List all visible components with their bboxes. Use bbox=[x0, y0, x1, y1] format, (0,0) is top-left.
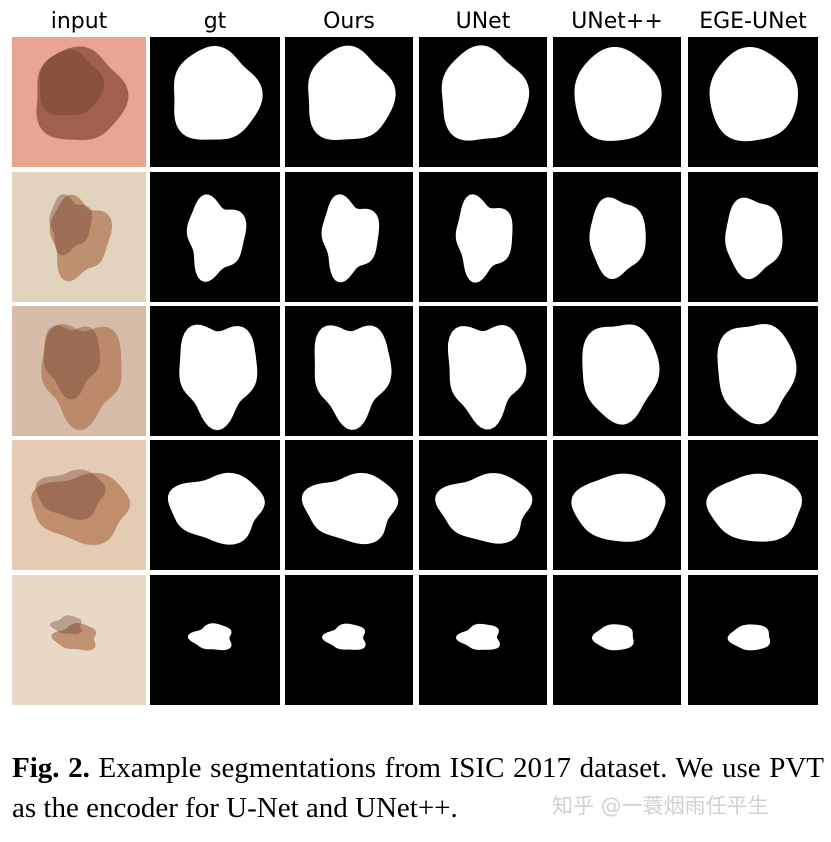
mask-blob bbox=[717, 324, 797, 425]
lesion bbox=[51, 623, 97, 651]
mask-blob bbox=[456, 623, 500, 650]
lesion-core bbox=[35, 469, 106, 520]
lesion bbox=[49, 194, 112, 282]
mask-blob bbox=[435, 473, 533, 544]
column-header: gt bbox=[204, 9, 227, 34]
mask-blob bbox=[574, 47, 662, 141]
lesion-core bbox=[40, 49, 105, 116]
lesion-core bbox=[49, 194, 93, 256]
mask-blob bbox=[709, 47, 798, 142]
mask-blob bbox=[582, 324, 660, 425]
figure-grid: input gt Ours UNet UNet++ EGE-UNet bbox=[12, 9, 818, 705]
mask-blob bbox=[187, 623, 232, 651]
lesion-core bbox=[43, 325, 101, 400]
lesion bbox=[31, 472, 131, 546]
mask-blob bbox=[589, 197, 646, 279]
caption-text: Example segmentations from ISIC 2017 dat… bbox=[12, 752, 825, 824]
mask-blob bbox=[322, 623, 366, 650]
mask-blob bbox=[706, 473, 802, 542]
column-header: input bbox=[51, 9, 108, 34]
mask-blob bbox=[314, 325, 392, 430]
column-header: UNet++ bbox=[571, 9, 663, 34]
lesion-core bbox=[50, 615, 82, 635]
mask-blob bbox=[571, 473, 666, 542]
mask-blob bbox=[725, 197, 783, 280]
mask-blob bbox=[447, 325, 527, 430]
lesion bbox=[41, 324, 122, 431]
mask-blob bbox=[455, 194, 513, 283]
column-header: EGE-UNet bbox=[699, 9, 807, 34]
caption-label: Fig. 2. bbox=[12, 752, 90, 784]
lesion bbox=[36, 46, 129, 141]
mask-blob bbox=[179, 324, 258, 431]
mask-blob bbox=[727, 624, 771, 651]
mask-blob bbox=[441, 45, 530, 141]
column-header: UNet bbox=[456, 9, 511, 34]
mask-blob bbox=[592, 624, 634, 651]
mask-blob bbox=[174, 45, 263, 140]
caption: Fig. 2. Example segmentations from ISIC … bbox=[12, 748, 824, 828]
column-header: Ours bbox=[323, 9, 375, 34]
watermark: 知乎 @一蓑烟雨任平生 bbox=[552, 794, 769, 818]
mask-blob bbox=[308, 45, 396, 141]
mask-blob bbox=[167, 472, 265, 545]
mask-blob bbox=[186, 194, 247, 282]
mask-blob bbox=[301, 472, 399, 545]
mask-blob bbox=[321, 194, 380, 283]
